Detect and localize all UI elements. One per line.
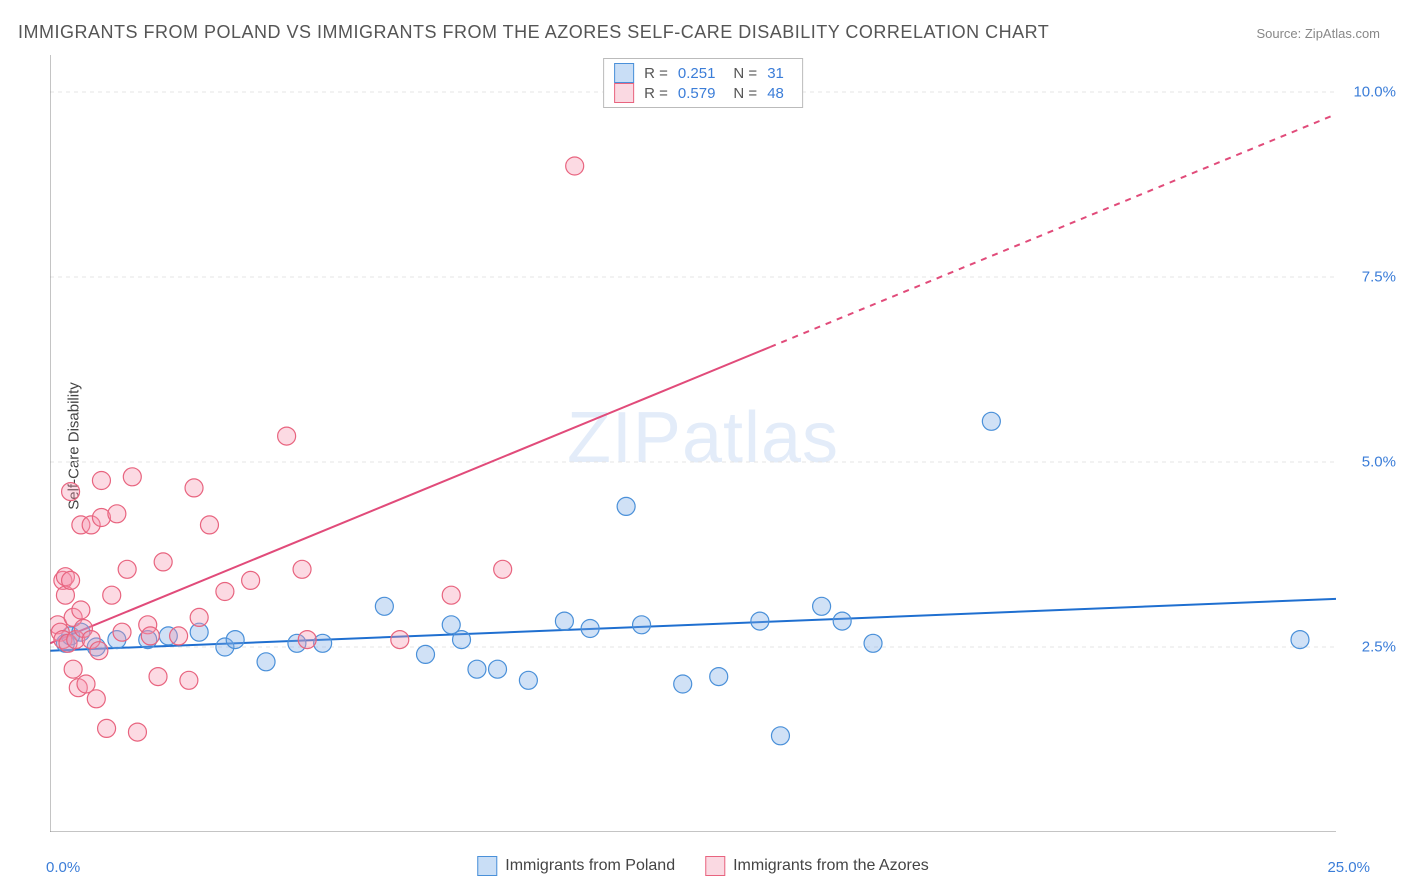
r-label: R = (644, 85, 668, 102)
swatch-icon (705, 856, 725, 876)
source-attribution: Source: ZipAtlas.com (1256, 26, 1380, 41)
stats-legend: R = 0.251 N = 31 R = 0.579 N = 48 (603, 58, 803, 108)
y-tick-label: 2.5% (1362, 639, 1396, 656)
n-label: N = (733, 65, 757, 82)
legend-label: Immigrants from Poland (505, 857, 675, 875)
r-label: R = (644, 65, 668, 82)
y-tick-label: 7.5% (1362, 269, 1396, 286)
stats-row-azores: R = 0.579 N = 48 (614, 83, 792, 103)
n-value: 31 (767, 65, 784, 82)
series-legend: Immigrants from Poland Immigrants from t… (477, 856, 928, 876)
chart-title: IMMIGRANTS FROM POLAND VS IMMIGRANTS FRO… (18, 22, 1049, 43)
stats-row-poland: R = 0.251 N = 31 (614, 63, 792, 83)
scatter-chart (50, 55, 1336, 832)
y-tick-label: 10.0% (1353, 84, 1396, 101)
swatch-icon (614, 83, 634, 103)
y-tick-label: 5.0% (1362, 454, 1396, 471)
n-value: 48 (767, 85, 784, 102)
legend-item-azores: Immigrants from the Azores (705, 856, 929, 876)
legend-label: Immigrants from the Azores (733, 857, 929, 875)
r-value: 0.579 (678, 85, 716, 102)
n-label: N = (733, 85, 757, 102)
legend-item-poland: Immigrants from Poland (477, 856, 675, 876)
r-value: 0.251 (678, 65, 716, 82)
swatch-icon (477, 856, 497, 876)
x-axis-max-label: 25.0% (1327, 859, 1370, 876)
swatch-icon (614, 63, 634, 83)
x-axis-min-label: 0.0% (46, 859, 80, 876)
